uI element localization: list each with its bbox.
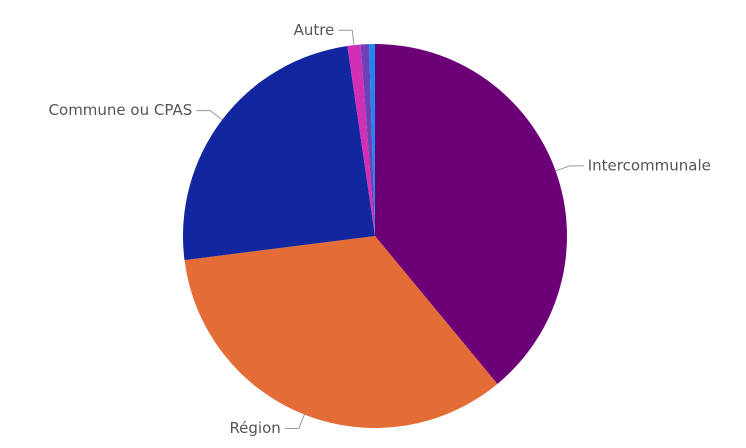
slice-label: Intercommunale	[588, 156, 711, 174]
pie-slice	[347, 44, 375, 237]
leader-line	[196, 110, 223, 121]
pie-slice	[368, 44, 375, 236]
slice-label: Région	[229, 419, 280, 437]
leader-line	[555, 165, 584, 172]
pie-slice	[183, 46, 375, 261]
slice-label: Commune ou CPAS	[49, 101, 193, 119]
pie-slice	[360, 44, 375, 236]
pie-slice	[184, 236, 498, 428]
leader-line	[338, 29, 355, 46]
slice-label: Autre	[294, 21, 335, 39]
pie-slice	[375, 44, 568, 384]
leader-line	[284, 414, 305, 429]
